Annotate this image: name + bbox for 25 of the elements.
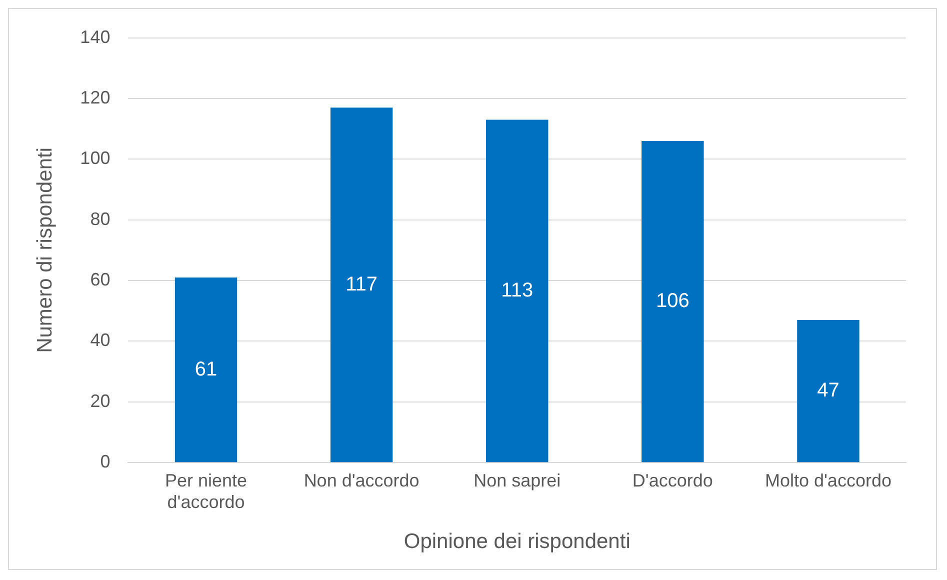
data-label: 117	[346, 273, 378, 296]
bar	[797, 320, 860, 462]
data-label: 106	[656, 290, 690, 312]
data-label: 113	[501, 279, 534, 302]
x-tick-label: Molto d'accordo	[764, 470, 892, 490]
data-label: 47	[817, 380, 840, 402]
bar	[330, 108, 393, 462]
bar	[642, 140, 704, 462]
y-tick-label: 20	[90, 390, 110, 411]
x-axis-title: Opinione dei rispondenti	[404, 530, 630, 554]
x-tick-label: Non saprei	[474, 470, 561, 490]
y-tick-label: 120	[80, 87, 110, 108]
y-axis-title: Numero di rispondenti	[33, 147, 56, 353]
data-label: 61	[194, 358, 218, 380]
bar	[486, 120, 548, 462]
bar	[174, 278, 238, 462]
x-tick-label: Per niente d'accordo	[164, 470, 248, 512]
y-tick-label: 100	[80, 148, 110, 168]
y-tick-label: 140	[80, 26, 110, 47]
x-tick-label: Non d'accordo	[304, 470, 420, 490]
x-tick-label: D'accordo	[632, 470, 713, 490]
y-tick-label: 0	[100, 452, 110, 472]
y-tick-label: 60	[90, 270, 110, 290]
y-tick-label: 80	[90, 208, 110, 229]
y-tick-label: 40	[90, 330, 110, 350]
